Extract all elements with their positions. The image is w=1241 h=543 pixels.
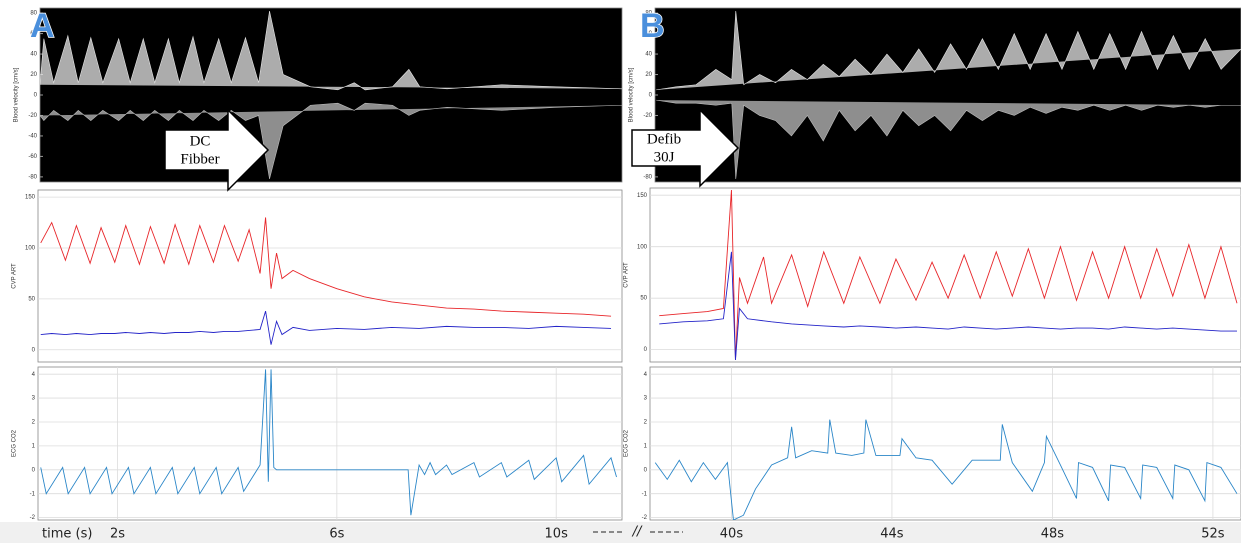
series-group	[40, 11, 622, 180]
y-tick-label: 2	[644, 420, 648, 426]
y-axis-label: ECG CO2	[12, 429, 18, 457]
y-axis-label: CVP ART	[12, 263, 18, 289]
y-tick-label: -20	[643, 113, 652, 119]
y-tick-label: 20	[30, 72, 37, 78]
series-group	[40, 369, 617, 516]
plot-area	[37, 189, 623, 363]
y-tick-label: -80	[28, 174, 37, 180]
signal-line	[40, 310, 612, 345]
y-tick-label: 1	[644, 443, 648, 449]
y-tick-label: 3	[32, 396, 36, 402]
y-tick-label: 0	[34, 93, 38, 99]
panel-label: A	[30, 7, 55, 45]
y-tick-label: 0	[644, 347, 648, 353]
y-tick-label: 0	[32, 347, 36, 353]
series-group	[659, 190, 1238, 360]
y-tick-label: 40	[645, 52, 652, 58]
velocity-envelope	[656, 99, 1241, 179]
velocity-envelope	[656, 11, 1241, 91]
chart-panel: -2 -1 0 1 2 3 4 2s 6s 10s ECG CO2	[12, 366, 623, 542]
y-tick-label: 4	[644, 372, 648, 378]
x-tick-label: 40s	[720, 527, 744, 542]
y-tick-label: 40	[30, 52, 37, 58]
chart-panel: -2 -1 0 1 2 3 4 40s 44s 48s 52s ECG CO2	[624, 366, 1241, 542]
y-axis-label: ECG CO2	[624, 429, 630, 457]
y-tick-label: 4	[32, 372, 36, 378]
plot-area	[654, 7, 1241, 183]
y-tick-label: 100	[637, 244, 648, 250]
panel-label: B	[640, 7, 665, 45]
y-tick-label: -40	[28, 134, 37, 140]
y-tick-label: 150	[25, 195, 36, 201]
x-tick-label: 6s	[329, 527, 344, 542]
x-tick-label: 48s	[1041, 527, 1065, 542]
y-tick-label: -80	[643, 174, 652, 180]
signal-line	[40, 369, 617, 516]
arrow-label: Defib	[647, 131, 681, 147]
signal-line	[40, 217, 612, 317]
signal-line	[654, 419, 1238, 520]
y-tick-label: 80	[645, 11, 652, 17]
arrow	[164, 108, 270, 192]
y-tick-label: 60	[645, 31, 652, 37]
x-tick-label: 44s	[880, 527, 904, 542]
x-tick-label: 52s	[1201, 527, 1225, 542]
y-tick-label: 100	[25, 246, 36, 252]
y-axis-label: Blood velocity [cm/s]	[629, 67, 635, 122]
x-tick-label: 2s	[110, 527, 125, 542]
chart-panel: -80 -60 -40 -20 0 20 40 60 80 Blood velocity [cm/…	[14, 7, 623, 183]
arrow	[631, 108, 740, 188]
overlay: A B DC Fibber Defib 30J time (s) //	[29, 6, 740, 542]
velocity-envelope	[40, 11, 622, 91]
arrow-label: DC	[190, 133, 211, 149]
y-tick-label: 20	[645, 72, 652, 78]
break-mark: //	[632, 525, 643, 540]
y-tick-label: -20	[28, 113, 37, 119]
x-tick-label: 10s	[545, 527, 569, 542]
plot-area	[39, 7, 623, 183]
y-tick-label: 0	[32, 467, 36, 473]
plot-area	[649, 366, 1241, 521]
y-axis-label: CVP ART	[624, 262, 630, 288]
y-tick-label: 50	[28, 296, 35, 302]
series-group	[656, 11, 1241, 179]
series-group	[40, 217, 612, 345]
plot-area	[37, 366, 623, 521]
chart-panel: 0 50 100 150 CVP ART	[624, 187, 1241, 363]
y-tick-label: -1	[642, 491, 648, 497]
y-tick-label: 0	[649, 93, 653, 99]
y-axis-label: Blood velocity [cm/s]	[14, 67, 20, 122]
plot-area	[649, 187, 1241, 363]
y-tick-label: -2	[30, 515, 36, 521]
y-tick-label: -2	[642, 515, 648, 521]
y-tick-label: -60	[28, 154, 37, 160]
chart-panel: 0 50 100 150 CVP ART	[12, 189, 623, 363]
arrow-label: 30J	[654, 149, 675, 165]
signal-line	[659, 190, 1238, 360]
y-tick-label: 60	[30, 31, 37, 37]
y-tick-label: 3	[644, 396, 648, 402]
y-tick-label: 150	[637, 193, 648, 199]
signal-line	[659, 251, 1237, 360]
y-tick-label: 0	[644, 467, 648, 473]
series-group	[654, 419, 1238, 520]
arrow-label: Fibber	[180, 151, 219, 167]
velocity-envelope	[40, 102, 622, 180]
y-tick-label: 2	[32, 420, 36, 426]
y-tick-label: 80	[30, 11, 37, 17]
time-label: time (s)	[42, 527, 92, 542]
y-tick-label: 50	[640, 296, 647, 302]
y-tick-label: -1	[30, 491, 36, 497]
y-tick-label: 1	[32, 443, 36, 449]
